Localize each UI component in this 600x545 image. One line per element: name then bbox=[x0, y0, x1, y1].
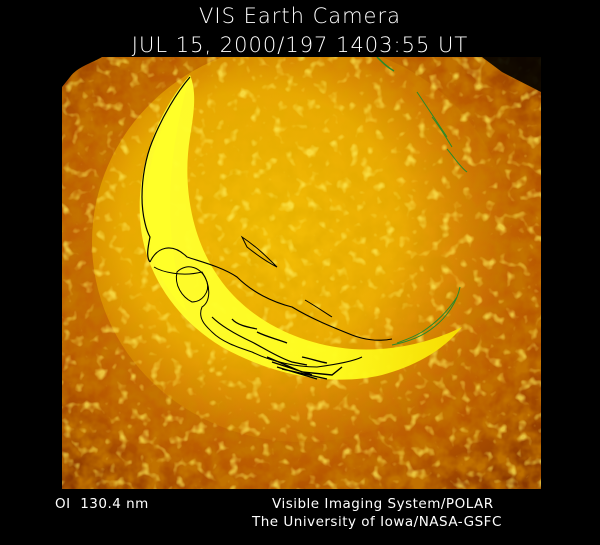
page-title: VIS Earth Camera bbox=[199, 4, 401, 28]
instrument-label: Visible Imaging System/POLAR bbox=[272, 496, 494, 512]
filter-label: OI 130.4 nm bbox=[55, 496, 149, 512]
timestamp: JUL 15, 2000/197 1403:55 UT bbox=[131, 33, 469, 57]
earth-camera-image bbox=[62, 57, 541, 489]
institution-label: The University of Iowa/NASA-GSFC bbox=[252, 514, 502, 530]
